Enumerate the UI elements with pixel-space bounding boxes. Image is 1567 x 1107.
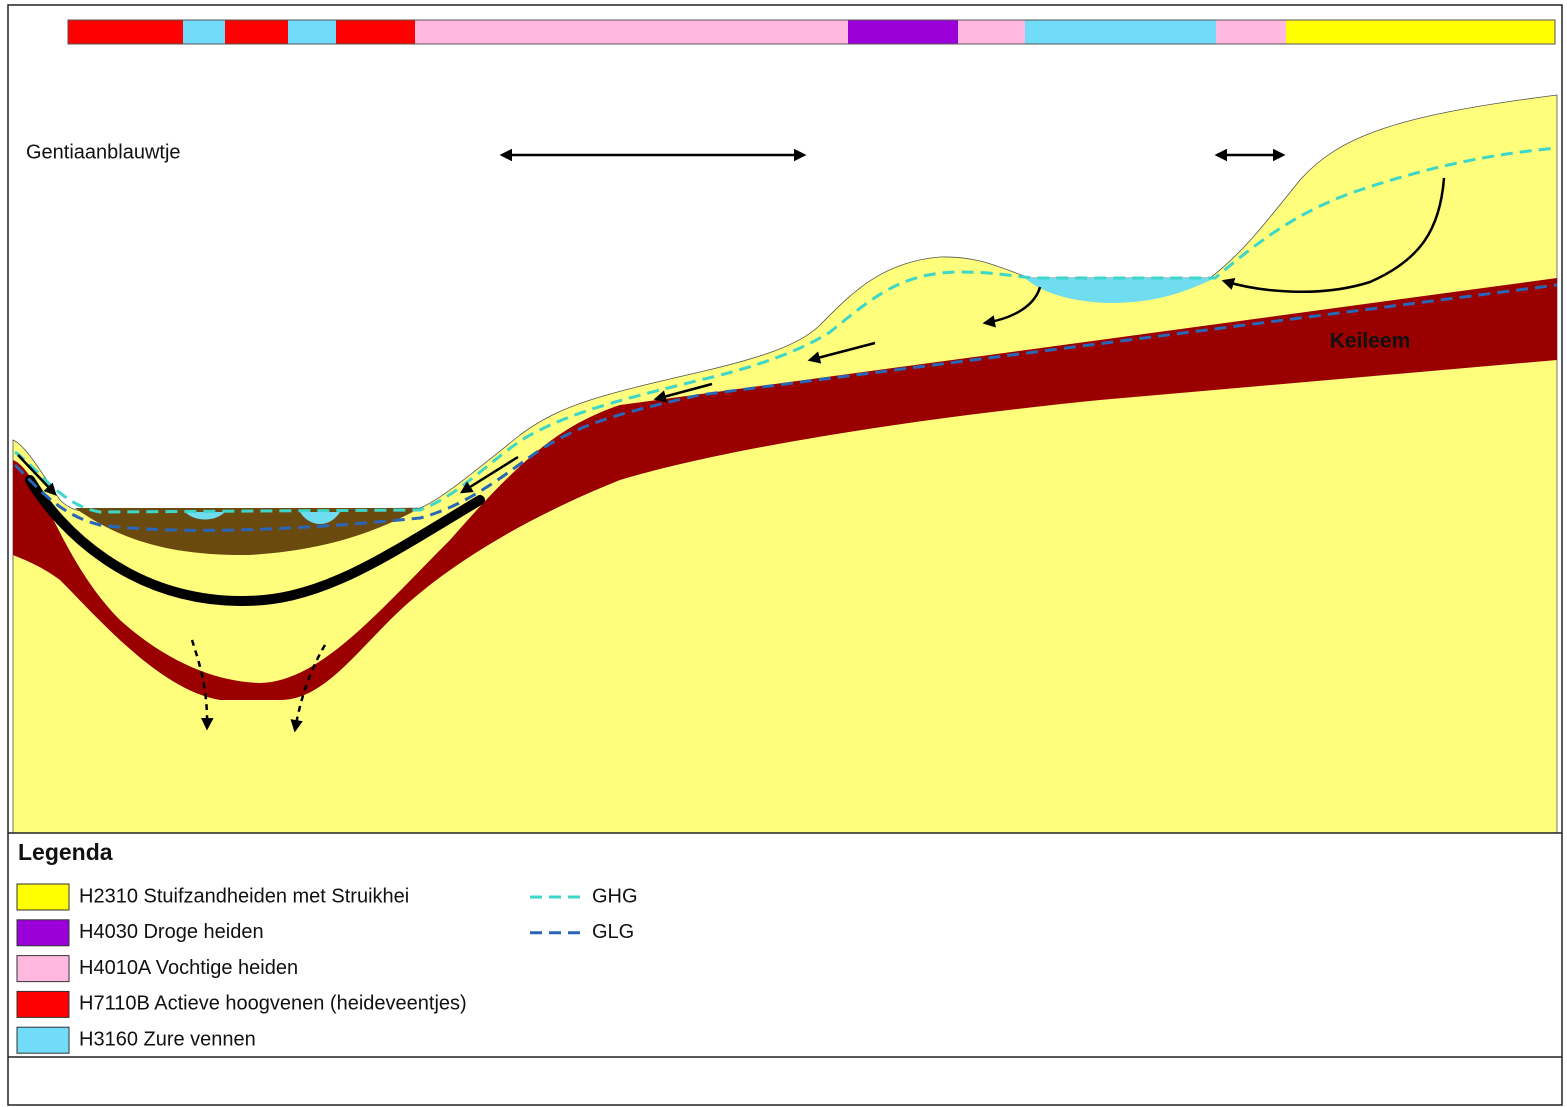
legend-swatch [16,990,70,1018]
species-label: Gentiaanblauwtje [26,141,181,163]
peat-layer [75,508,420,556]
legend-swatch [16,955,70,983]
legend-label: H4030 Droge heiden [79,921,264,943]
legend-label: GHG [592,885,638,907]
legend-label: H7110B Actieve hoogvenen (heideveentjes) [79,993,467,1015]
legend-title: Legenda [18,839,113,865]
legend-swatch [16,919,70,947]
legend-swatch [16,883,70,911]
layer-label: Keileem [1330,330,1411,353]
legend-label: GLG [592,921,634,943]
legend-swatch [16,1026,70,1054]
legend-label: H3160 Zure vennen [79,1028,256,1050]
pool [300,512,340,524]
legend-label: H2310 Stuifzandheiden met Struikhei [79,885,409,907]
legend-label: H4010A Vochtige heiden [79,957,298,979]
lake [1025,278,1215,303]
legend: H2310 Stuifzandheiden met Struikhei H4030… [16,883,638,1054]
arrows [17,148,1446,733]
peat-base [25,475,485,607]
habitat-bar [67,19,1556,45]
glg-line [13,283,1558,532]
pool [185,512,225,520]
keileem-layer [13,278,1557,700]
